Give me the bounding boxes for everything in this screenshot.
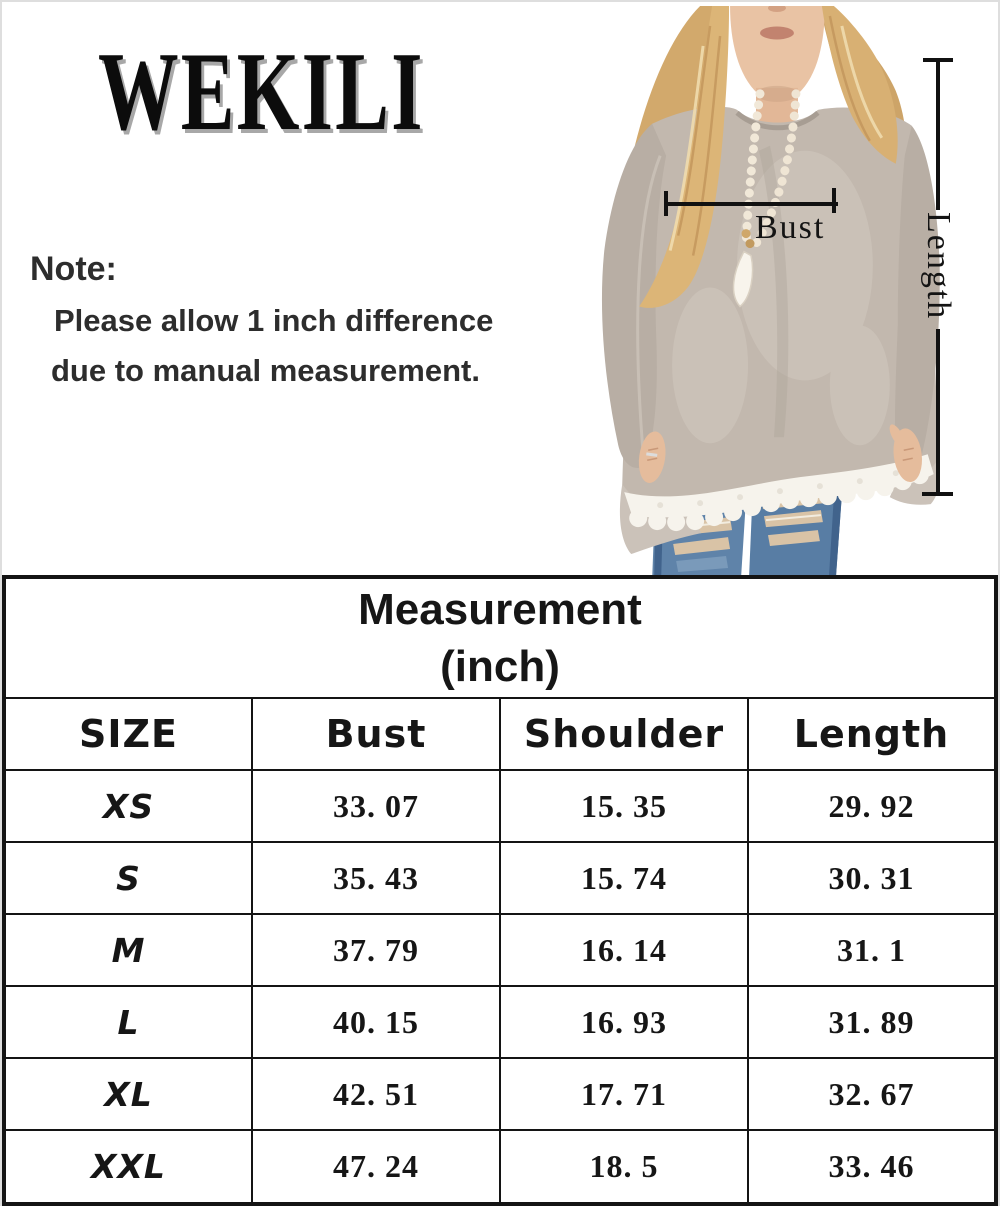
brand-logo: WEKILI: [98, 30, 425, 154]
table-title-line1: Measurement: [358, 585, 642, 634]
table-row: L 40. 15 16. 93 31. 89: [3, 985, 997, 1060]
finger-lines: [647, 447, 914, 461]
column-header-size: SIZE: [3, 697, 253, 771]
bust-cell: 47. 24: [251, 1129, 501, 1205]
face: [730, 6, 825, 140]
shoulder-cell: 18. 5: [499, 1129, 749, 1205]
length-measure-cap-bottom: [922, 492, 953, 496]
note-text-line2: due to manual measurement.: [51, 353, 480, 388]
size-chart-table: Measurement (inch) SIZE Bust Shoulder Le…: [2, 575, 998, 1206]
length-cell: 31. 89: [747, 985, 997, 1060]
bust-measure-cap-right: [832, 188, 836, 213]
length-cell: 33. 46: [747, 1129, 997, 1205]
hair-strands: [676, 15, 871, 256]
column-header-shoulder: Shoulder: [499, 697, 749, 771]
bust-measure-cap-left: [664, 191, 668, 216]
size-chart-table-wrap: Measurement (inch) SIZE Bust Shoulder Le…: [2, 575, 998, 1206]
necklace: [732, 89, 801, 308]
table-header-row: SIZE Bust Shoulder Length: [3, 697, 997, 771]
table-row: XL 42. 51 17. 71 32. 67: [3, 1057, 997, 1132]
length-cell: 31. 1: [747, 913, 997, 988]
length-label: Length: [920, 212, 957, 321]
table-row: S 35. 43 15. 74 30. 31: [3, 841, 997, 916]
bust-cell: 37. 79: [251, 913, 501, 988]
table-title-line2: (inch): [440, 642, 560, 691]
shoulder-cell: 16. 14: [499, 913, 749, 988]
length-cell: 29. 92: [747, 768, 997, 844]
hair-highlights: [668, 25, 884, 251]
bust-cell: 35. 43: [251, 841, 501, 916]
column-header-length: Length: [747, 697, 997, 771]
size-cell: S: [3, 841, 253, 916]
shoulder-cell: 16. 93: [499, 985, 749, 1060]
shoulder-cell: 15. 74: [499, 841, 749, 916]
shoulder-cell: 15. 35: [499, 768, 749, 844]
bust-cell: 40. 15: [251, 985, 501, 1060]
bust-cell: 33. 07: [251, 768, 501, 844]
size-cell: L: [3, 985, 253, 1060]
tunic-texture: [672, 150, 890, 446]
size-cell: M: [3, 913, 253, 988]
note-text-line1: Please allow 1 inch difference: [54, 303, 494, 338]
table-row: M 37. 79 16. 14 31. 1: [3, 913, 997, 988]
model-photo: [601, 6, 940, 578]
lace-hem: [624, 454, 934, 532]
bust-label: Bust: [755, 209, 826, 246]
ring: [646, 452, 658, 457]
column-header-bust: Bust: [251, 697, 501, 771]
length-measure-line-top: [936, 59, 940, 210]
size-cell: XL: [3, 1057, 253, 1132]
size-cell: XS: [3, 768, 253, 844]
shoulder-cell: 17. 71: [499, 1057, 749, 1132]
table-row: XS 33. 07 15. 35 29. 92: [3, 768, 997, 844]
tusk-pendant: [732, 250, 754, 308]
length-cell: 32. 67: [747, 1057, 997, 1132]
hands: [638, 424, 922, 483]
hair-front: [639, 6, 898, 308]
lace-dots: [657, 470, 899, 509]
tunic: [601, 106, 940, 518]
length-cell: 30. 31: [747, 841, 997, 916]
table-title-row: Measurement (inch): [3, 576, 997, 699]
length-measure-line-bottom: [936, 329, 940, 495]
table-row: XXL 47. 24 18. 5 33. 46: [3, 1129, 997, 1205]
bust-measure-line: [666, 202, 838, 206]
bust-cell: 42. 51: [251, 1057, 501, 1132]
note-title: Note:: [30, 250, 117, 288]
table-title-cell: Measurement (inch): [3, 576, 997, 699]
size-cell: XXL: [3, 1129, 253, 1205]
